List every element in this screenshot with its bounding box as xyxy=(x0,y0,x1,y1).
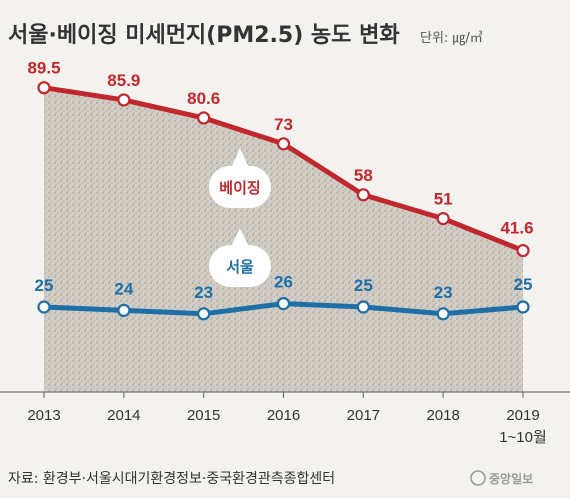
data-label: 23 xyxy=(194,283,213,302)
beijing-area-fill xyxy=(44,87,523,392)
data-point xyxy=(276,137,291,151)
data-label: 80.6 xyxy=(187,89,220,108)
unit-label: 단위: ㎍/㎥ xyxy=(420,31,483,46)
callout-bubble xyxy=(209,245,271,287)
series-callout: 베이징 xyxy=(209,148,271,208)
data-label: 23 xyxy=(434,283,453,302)
data-label: 25 xyxy=(354,276,373,295)
data-label: 25 xyxy=(35,276,54,295)
publisher-logo: 중앙일보 xyxy=(470,470,533,486)
data-point xyxy=(197,111,211,125)
data-point xyxy=(436,212,450,226)
series-points xyxy=(37,81,530,321)
series-name-label: 서울 xyxy=(226,258,254,276)
data-point xyxy=(516,243,530,258)
data-point xyxy=(197,307,211,321)
data-point xyxy=(37,81,51,95)
series-name-label: 베이징 xyxy=(219,179,260,197)
data-label: 85.9 xyxy=(107,71,140,90)
logo-mark-icon xyxy=(470,470,486,486)
data-label: 51 xyxy=(434,190,453,209)
source-text: 자료: 환경부·서울시대기환경정보·중국환경관측종합센터 xyxy=(8,471,335,487)
x-tick-label: 2019 xyxy=(506,407,539,424)
data-point xyxy=(276,297,291,311)
x-tick-sublabel: 1~10월 xyxy=(499,429,547,446)
callout-tail xyxy=(231,228,249,247)
x-tick-label: 2014 xyxy=(107,407,140,424)
data-label: 26 xyxy=(274,273,293,292)
data-label: 24 xyxy=(114,279,133,298)
data-point xyxy=(516,300,530,314)
data-point xyxy=(436,307,450,321)
data-label: 58 xyxy=(354,166,373,185)
data-point xyxy=(117,93,131,107)
series-callout: 서울 xyxy=(209,228,271,287)
data-point xyxy=(356,188,370,202)
data-point xyxy=(117,303,131,317)
x-tick-label: 2018 xyxy=(426,407,459,424)
x-tick-label: 2016 xyxy=(267,407,300,424)
data-labels: 89.5 85.9 80.6 73 58 51 41.6 25 24 23 26 25 23 25 xyxy=(27,59,533,302)
x-tick-label: 2015 xyxy=(187,407,220,424)
data-label: 73 xyxy=(274,115,293,134)
data-label: 41.6 xyxy=(500,219,533,238)
callout-bubble xyxy=(209,166,271,208)
data-point xyxy=(37,300,51,314)
callout-tail xyxy=(231,148,249,168)
data-label: 25 xyxy=(514,275,533,294)
x-tick-label: 2013 xyxy=(27,407,60,424)
chart-title: 서울·베이징 미세먼지(PM2.5) 농도 변화 xyxy=(8,23,400,48)
x-tick-label: 2017 xyxy=(347,407,380,424)
x-axis-ticks: 2013 2014 2015 2016 2017 2018 2019 1~10월 xyxy=(27,392,547,446)
data-point xyxy=(356,300,370,314)
data-label: 89.5 xyxy=(27,59,60,78)
logo-text: 중앙일보 xyxy=(489,472,533,486)
